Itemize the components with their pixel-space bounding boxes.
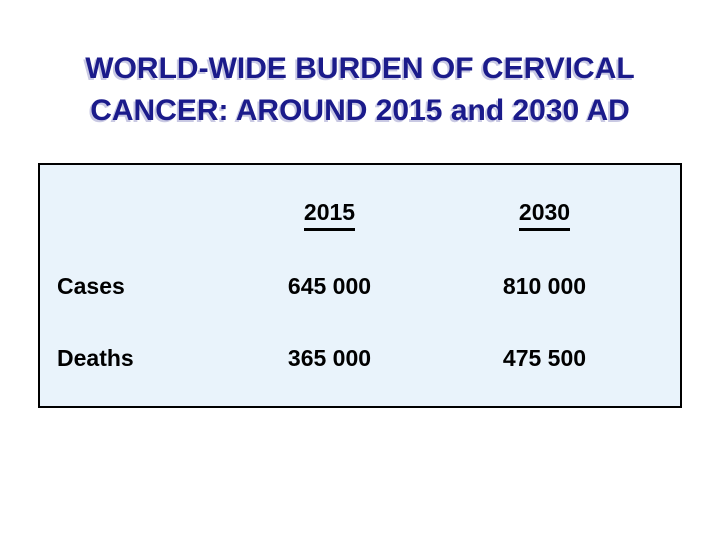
header-cell-2030: 2030 [437,197,652,231]
deaths-2030-value: 475 500 [502,345,587,371]
header-cell-2015: 2015 [222,197,437,231]
table-row-cases: Cases 645 000 810 000 [40,271,680,301]
title-line-2: CANCER: AROUND 2015 and 2030 AD [90,94,630,127]
page-title: WORLD-WIDE BURDEN OF CERVICAL CANCER: AR… [0,48,720,132]
title-line-1: WORLD-WIDE BURDEN OF CERVICAL [85,52,635,85]
deaths-2015-value: 365 000 [287,345,372,371]
cases-2015-value: 645 000 [287,273,372,299]
data-table-panel: 2015 2030 Cases 645 000 810 000 Deaths 3… [38,163,682,408]
table-header-row: 2015 2030 [40,197,680,231]
year-2015-label: 2015 [303,197,356,231]
row-label-cases: Cases [57,273,125,299]
header-spacer-cell [57,197,222,231]
row-label-deaths: Deaths [57,345,134,371]
table-row-deaths: Deaths 365 000 475 500 [40,343,680,373]
year-2030-label: 2030 [518,197,571,231]
cases-2030-value: 810 000 [502,273,587,299]
